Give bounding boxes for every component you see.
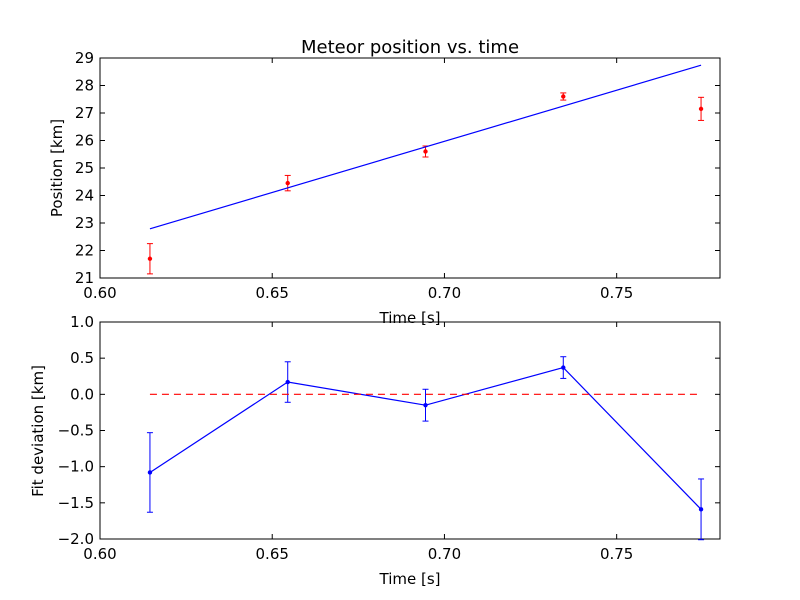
deviation-data-point bbox=[698, 507, 704, 512]
deviation-y-tick-label: 1.0 bbox=[70, 313, 94, 331]
position-fit-line bbox=[149, 64, 702, 230]
deviation-y-tick-label: −2.0 bbox=[58, 530, 94, 548]
deviation-y-tick-label: 0.5 bbox=[70, 349, 94, 367]
deviation-chart-ylabel: Fit deviation [km] bbox=[29, 365, 47, 497]
position-y-tick-label: 22 bbox=[75, 242, 94, 260]
position-chart-xlabel: Time [s] bbox=[379, 309, 441, 327]
position-x-tick-label: 0.75 bbox=[600, 284, 633, 302]
position-y-tick-label: 26 bbox=[75, 132, 94, 150]
deviation-x-tick-label: 0.65 bbox=[256, 545, 289, 563]
deviation-y-tick-label: −1.5 bbox=[58, 494, 94, 512]
position-y-tick-label: 28 bbox=[75, 77, 94, 95]
position-y-tick-label: 21 bbox=[75, 269, 94, 287]
position-x-tick-label: 0.60 bbox=[83, 284, 116, 302]
position-y-tick-label: 23 bbox=[75, 214, 94, 232]
position-data-point bbox=[698, 106, 704, 112]
deviation-data-point bbox=[561, 365, 566, 370]
position-data-point bbox=[561, 94, 566, 99]
position-y-tick-label: 24 bbox=[75, 187, 94, 205]
deviation-chart-xlabel: Time [s] bbox=[379, 570, 441, 588]
deviation-y-tick-label: 0.0 bbox=[70, 385, 94, 403]
position-chart-ylabel: Position [km] bbox=[48, 119, 66, 217]
deviation-data-point bbox=[285, 379, 290, 385]
position-data-point bbox=[285, 180, 290, 186]
deviation-chart: Time [s] Fit deviation [km] 0.60 0.65 0.70… bbox=[29, 313, 721, 588]
position-y-tick-label: 25 bbox=[75, 159, 94, 177]
position-x-tick-label: 0.65 bbox=[256, 284, 289, 302]
position-data-point bbox=[423, 149, 428, 154]
position-chart-title: Meteor position vs. time bbox=[301, 37, 519, 58]
deviation-x-tick-label: 0.70 bbox=[428, 545, 461, 563]
position-chart: Meteor position vs. time Time [s] Positi… bbox=[48, 37, 721, 327]
deviation-y-tick-label: −0.5 bbox=[58, 422, 94, 440]
position-data-point bbox=[147, 256, 153, 261]
deviation-x-tick-label: 0.60 bbox=[83, 545, 116, 563]
deviation-x-tick-label: 0.75 bbox=[600, 545, 633, 563]
deviation-data-point bbox=[423, 402, 428, 408]
position-y-tick-label: 29 bbox=[75, 49, 94, 67]
deviation-y-tick-label: −1.0 bbox=[58, 458, 94, 476]
deviation-data-point bbox=[147, 470, 153, 475]
position-x-tick-label: 0.70 bbox=[428, 284, 461, 302]
position-y-tick-label: 27 bbox=[75, 104, 94, 122]
